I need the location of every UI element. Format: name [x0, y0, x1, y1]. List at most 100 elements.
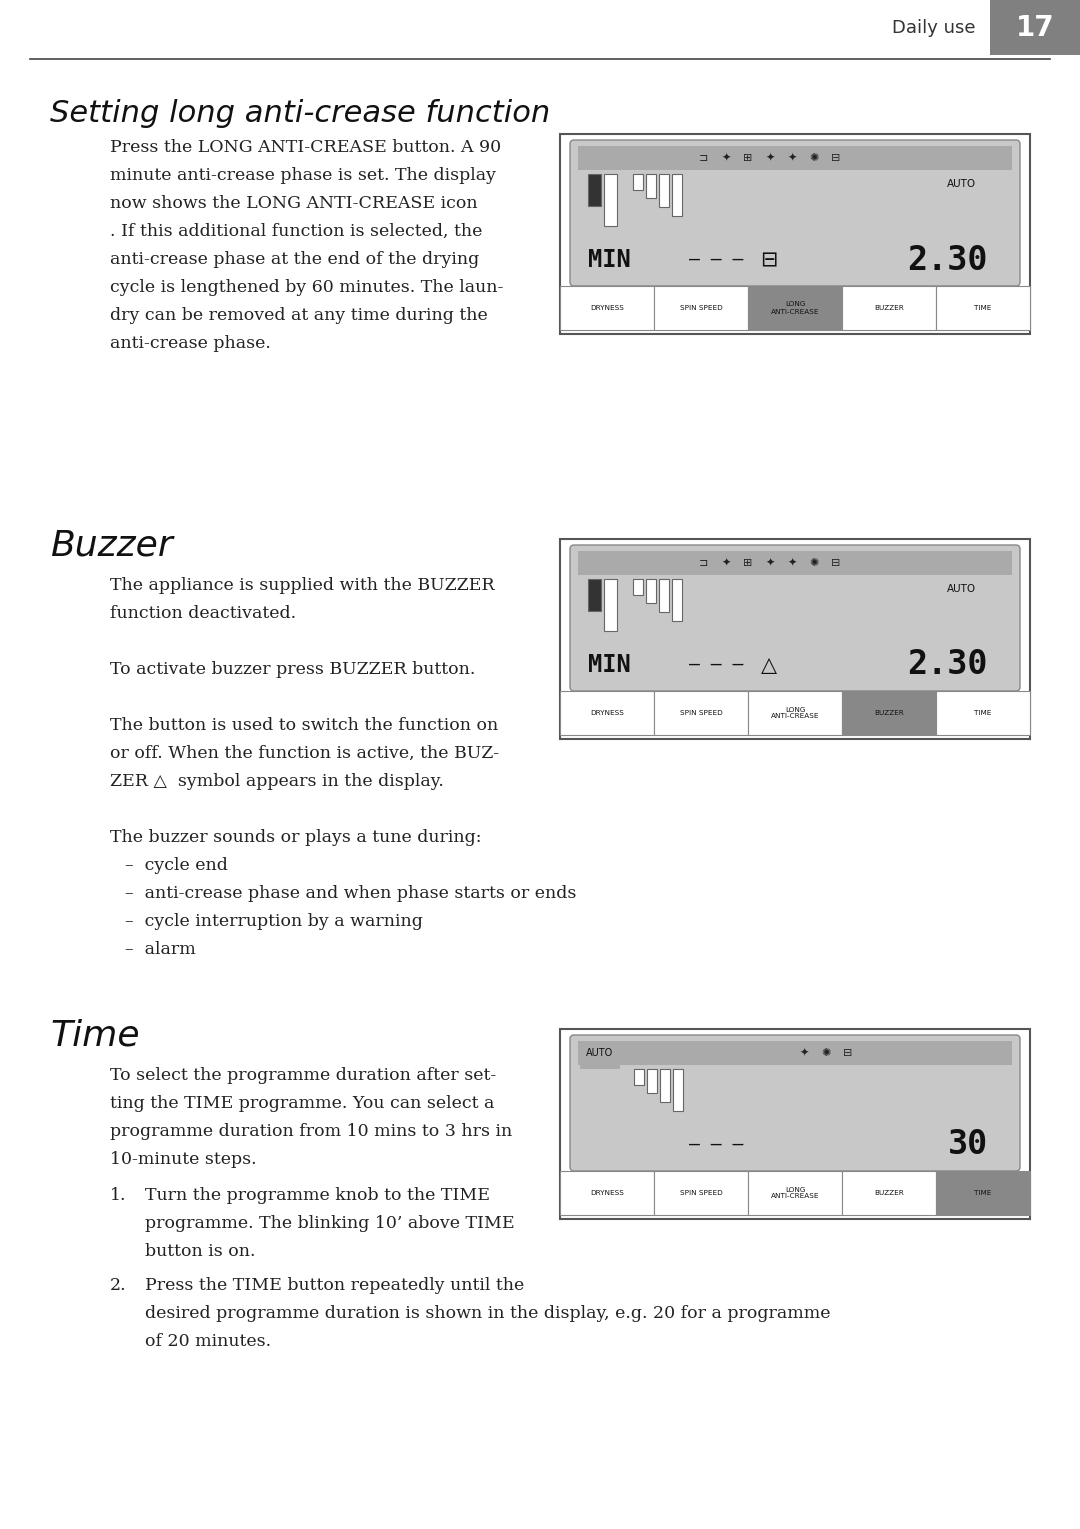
Bar: [588, 174, 600, 206]
Bar: [580, 1050, 620, 1069]
Text: ⊟: ⊟: [832, 153, 840, 164]
Text: ⊟: ⊟: [760, 251, 778, 271]
Text: 2.30: 2.30: [907, 243, 988, 277]
Bar: [936, 1171, 1030, 1216]
Text: ✺: ✺: [809, 153, 819, 164]
Text: To select the programme duration after set-: To select the programme duration after s…: [110, 1067, 496, 1084]
Text: ✺: ✺: [821, 1047, 831, 1058]
Text: Time: Time: [50, 1018, 139, 1053]
Bar: [561, 286, 654, 330]
Text: LONG
ANTI-CREASE: LONG ANTI-CREASE: [771, 1187, 820, 1199]
Text: ✺: ✺: [809, 558, 819, 567]
Text: – – –: – – –: [689, 251, 743, 269]
Text: ⊞: ⊞: [743, 558, 753, 567]
Bar: [842, 1171, 936, 1216]
Bar: [578, 550, 1012, 575]
Text: ⊐: ⊐: [700, 153, 708, 164]
Text: DRYNESS: DRYNESS: [590, 1190, 624, 1196]
Bar: [672, 174, 681, 216]
Text: minute anti-crease phase is set. The display: minute anti-crease phase is set. The dis…: [110, 167, 496, 183]
Text: 17: 17: [1015, 14, 1054, 41]
Text: function deactivated.: function deactivated.: [110, 605, 296, 622]
Text: △: △: [761, 654, 777, 674]
Text: The buzzer sounds or plays a tune during:: The buzzer sounds or plays a tune during…: [110, 829, 482, 846]
Bar: [633, 174, 643, 190]
Bar: [660, 1069, 670, 1102]
Text: 2.: 2.: [110, 1277, 126, 1294]
Bar: [561, 1171, 654, 1216]
Text: Press the TIME button repeatedly until the: Press the TIME button repeatedly until t…: [145, 1277, 524, 1294]
Bar: [561, 691, 654, 735]
Text: The button is used to switch the function on: The button is used to switch the functio…: [110, 717, 498, 734]
Text: programme. The blinking 10’ above TIME: programme. The blinking 10’ above TIME: [145, 1216, 515, 1232]
Text: SPIN SPEED: SPIN SPEED: [679, 304, 723, 310]
Bar: [936, 286, 1030, 330]
Text: or off. When the function is active, the BUZ-: or off. When the function is active, the…: [110, 745, 499, 761]
Text: TIME: TIME: [974, 1190, 991, 1196]
Bar: [633, 579, 643, 595]
Bar: [654, 1171, 748, 1216]
Bar: [646, 579, 656, 602]
Text: . If this additional function is selected, the: . If this additional function is selecte…: [110, 223, 483, 240]
Text: 2.30: 2.30: [907, 648, 988, 682]
Text: BUZZER: BUZZER: [874, 304, 904, 310]
Text: ✦: ✦: [721, 558, 731, 567]
Text: ⊞: ⊞: [743, 153, 753, 164]
Text: SPIN SPEED: SPIN SPEED: [679, 709, 723, 716]
Text: To activate buzzer press BUZZER button.: To activate buzzer press BUZZER button.: [110, 661, 475, 677]
Text: anti-crease phase.: anti-crease phase.: [110, 335, 271, 352]
Text: LONG
ANTI-CREASE: LONG ANTI-CREASE: [771, 706, 820, 720]
Text: ting the TIME programme. You can select a: ting the TIME programme. You can select …: [110, 1095, 495, 1112]
Text: BUZZER: BUZZER: [874, 709, 904, 716]
Text: TIME: TIME: [974, 709, 991, 716]
Text: MIN: MIN: [588, 248, 631, 272]
Text: ✦: ✦: [787, 558, 797, 567]
Bar: [604, 174, 617, 226]
Bar: [561, 135, 1030, 333]
Text: AUTO: AUTO: [946, 584, 975, 593]
Text: – – –: – – –: [689, 1136, 743, 1154]
Text: MIN: MIN: [588, 653, 631, 677]
Text: Buzzer: Buzzer: [50, 529, 173, 563]
Bar: [748, 691, 842, 735]
Bar: [561, 1029, 1030, 1219]
Text: –  cycle end: – cycle end: [125, 856, 228, 875]
Text: AUTO: AUTO: [586, 1047, 613, 1058]
Bar: [578, 145, 1012, 170]
Text: DRYNESS: DRYNESS: [590, 709, 624, 716]
Text: ✦: ✦: [799, 1047, 809, 1058]
Text: ✦: ✦: [766, 558, 774, 567]
Bar: [659, 579, 669, 612]
Text: 1.: 1.: [110, 1187, 126, 1203]
Text: –  anti-crease phase and when phase starts or ends: – anti-crease phase and when phase start…: [125, 885, 577, 902]
Text: anti-crease phase at the end of the drying: anti-crease phase at the end of the dryi…: [110, 251, 480, 268]
FancyBboxPatch shape: [570, 141, 1020, 286]
Text: of 20 minutes.: of 20 minutes.: [145, 1333, 271, 1350]
Text: ⊐: ⊐: [700, 558, 708, 567]
Text: Daily use: Daily use: [891, 18, 975, 37]
Bar: [936, 691, 1030, 735]
Text: LONG
ANTI-CREASE: LONG ANTI-CREASE: [771, 301, 820, 315]
Bar: [604, 579, 617, 631]
Bar: [654, 286, 748, 330]
Text: The appliance is supplied with the BUZZER: The appliance is supplied with the BUZZE…: [110, 576, 495, 593]
Text: Turn the programme knob to the TIME: Turn the programme knob to the TIME: [145, 1187, 490, 1203]
Text: – – –: – – –: [689, 656, 743, 674]
Text: Press the LONG ANTI-CREASE button. A 90: Press the LONG ANTI-CREASE button. A 90: [110, 139, 501, 156]
Text: now shows the LONG ANTI-CREASE icon: now shows the LONG ANTI-CREASE icon: [110, 196, 477, 213]
Text: 30: 30: [948, 1128, 988, 1162]
Text: ZER △  symbol appears in the display.: ZER △ symbol appears in the display.: [110, 774, 444, 790]
Text: button is on.: button is on.: [145, 1243, 256, 1260]
Bar: [654, 691, 748, 735]
Text: DRYNESS: DRYNESS: [590, 304, 624, 310]
Bar: [634, 1069, 644, 1086]
Bar: [842, 286, 936, 330]
Text: programme duration from 10 mins to 3 hrs in: programme duration from 10 mins to 3 hrs…: [110, 1122, 512, 1141]
Bar: [659, 174, 669, 206]
Bar: [588, 579, 600, 612]
Text: AUTO: AUTO: [946, 179, 975, 190]
FancyBboxPatch shape: [570, 544, 1020, 691]
Bar: [672, 579, 681, 621]
Bar: [842, 691, 936, 735]
Text: –  alarm: – alarm: [125, 940, 195, 959]
